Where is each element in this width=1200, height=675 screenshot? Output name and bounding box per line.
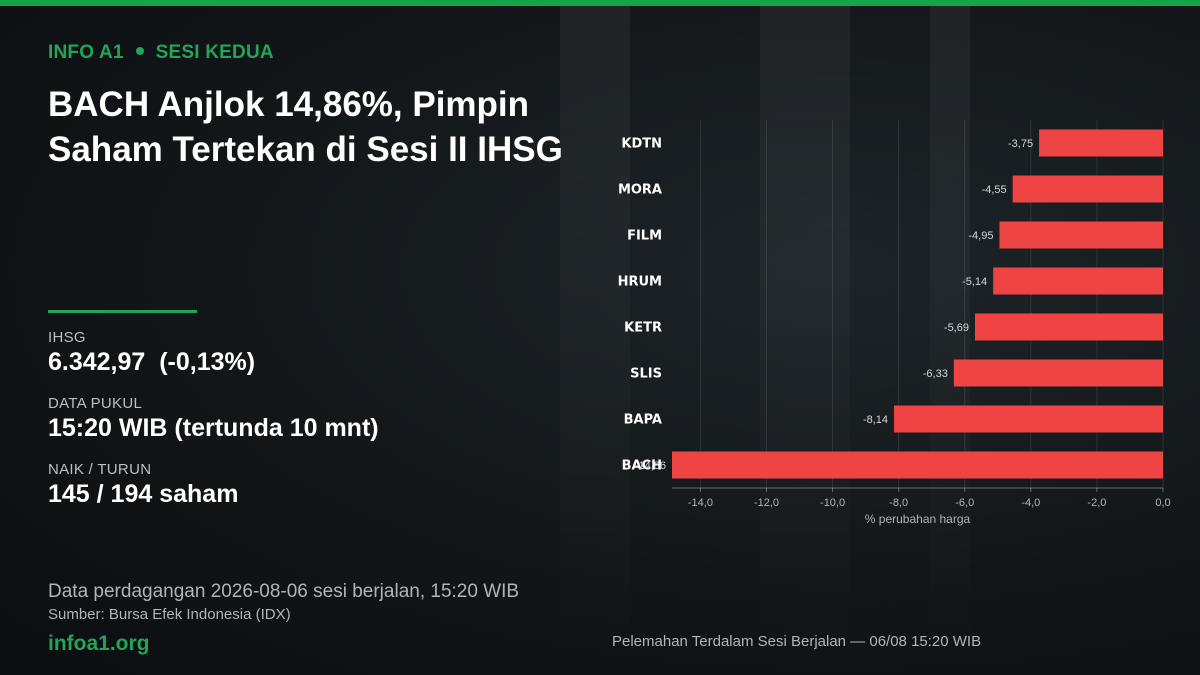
category-label: KDTN xyxy=(621,137,662,152)
bar-ketr xyxy=(974,313,1163,341)
kicker: INFO A1 SESI KEDUA xyxy=(48,42,274,64)
breadth-label: NAIK / TURUN xyxy=(48,461,152,478)
kicker-dot-icon xyxy=(135,47,144,56)
category-label: BAPA xyxy=(624,413,662,428)
kicker-session: SESI KEDUA xyxy=(155,42,274,63)
category-label: FILM xyxy=(627,229,662,244)
chart-caption: Pelemahan Terdalam Sesi Berjalan — 06/08… xyxy=(612,633,982,650)
data-label: -6,33 xyxy=(923,368,948,380)
data-label: -4,95 xyxy=(968,230,993,242)
x-tick-label: -2,0 xyxy=(1087,497,1106,509)
data-label: -5,69 xyxy=(944,322,969,334)
bar-kdtn xyxy=(1039,129,1163,157)
time-value: 15:20 WIB (tertunda 10 mnt) xyxy=(48,414,379,442)
bar-hrum xyxy=(993,267,1163,295)
losers-chart: -14,0 -12,0 -10,0 -8,0 -6,0 -4,0 -2,0 0,0 % peru… xyxy=(560,110,1200,540)
x-tick-label: -10,0 xyxy=(820,497,845,509)
footer-note: Data perdagangan 2026-08-06 sesi berjala… xyxy=(48,581,520,602)
background-shade xyxy=(760,6,850,675)
top-accent-bar xyxy=(0,0,1200,6)
divider xyxy=(48,310,197,313)
bar-film xyxy=(999,221,1163,249)
data-label: -14,86 xyxy=(635,460,666,472)
bar-mora xyxy=(1012,175,1163,203)
bar-slis xyxy=(953,359,1163,387)
data-label: -8,14 xyxy=(863,414,888,426)
x-tick-label: -6,0 xyxy=(955,497,974,509)
category-label: HRUM xyxy=(618,275,662,290)
category-label: SLIS xyxy=(630,367,662,382)
bar-bapa xyxy=(894,405,1163,433)
brand-link[interactable]: infoa1.org xyxy=(48,632,150,655)
category-label: KETR xyxy=(624,321,662,336)
footer-source: Sumber: Bursa Efek Indonesia (IDX) xyxy=(48,606,291,623)
x-axis-label: % perubahan harga xyxy=(865,512,971,526)
bar-bach xyxy=(672,451,1163,479)
category-label: MORA xyxy=(618,183,662,198)
chart-svg: -14,0 -12,0 -10,0 -8,0 -6,0 -4,0 -2,0 0,0 % peru… xyxy=(618,120,1171,526)
headline: BACH Anjlok 14,86%, Pimpin Saham Terteka… xyxy=(48,85,563,169)
kicker-source: INFO A1 xyxy=(48,42,124,63)
x-tick-label: -4,0 xyxy=(1021,497,1040,509)
background-shade xyxy=(560,6,630,675)
ihsg-label: IHSG xyxy=(48,329,86,346)
x-tick-label: -12,0 xyxy=(754,497,779,509)
data-label: -4,55 xyxy=(982,184,1007,196)
category-label: BACH xyxy=(622,459,662,474)
breadth-value: 145 / 194 saham xyxy=(48,480,239,508)
data-label: -5,14 xyxy=(962,276,987,288)
x-tick-label: 0,0 xyxy=(1155,497,1170,509)
x-tick-label: -8,0 xyxy=(889,497,908,509)
background-shade xyxy=(930,6,970,675)
data-label: -3,75 xyxy=(1008,138,1033,150)
time-label: DATA PUKUL xyxy=(48,395,143,412)
x-tick-label: -14,0 xyxy=(688,497,713,509)
ihsg-value: 6.342,97 (-0,13%) xyxy=(48,348,256,376)
